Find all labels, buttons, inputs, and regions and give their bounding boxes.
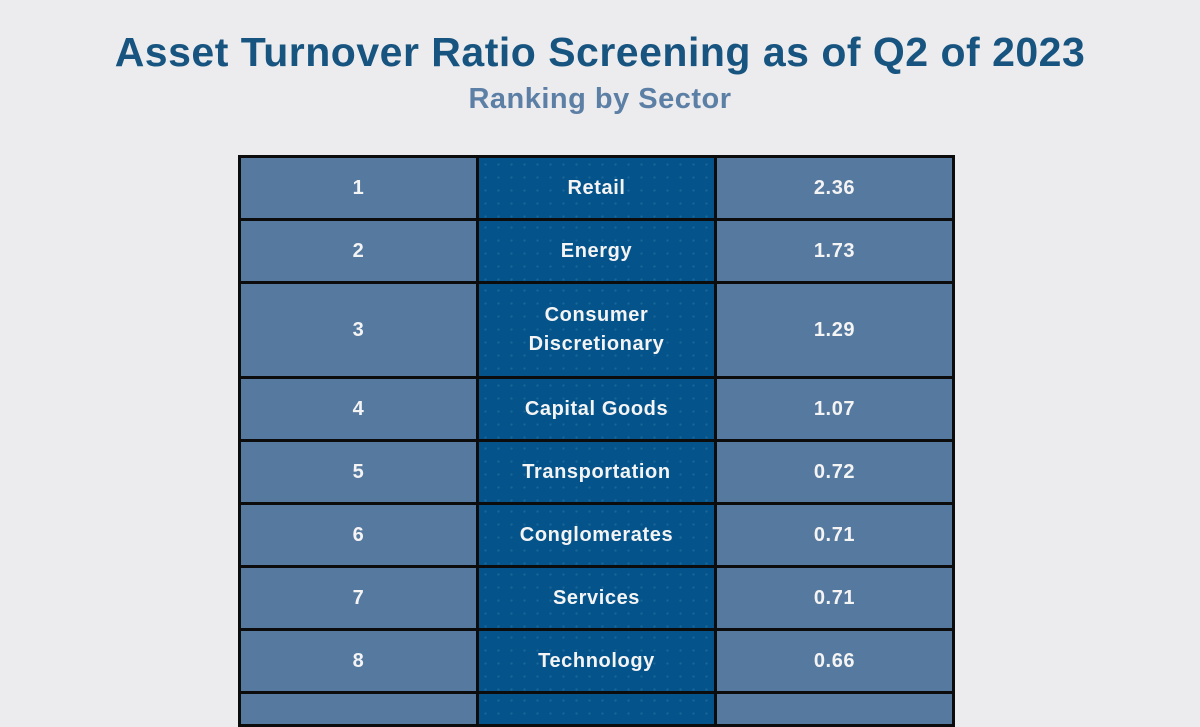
table-row-partial bbox=[241, 694, 952, 724]
sector-cell: Energy bbox=[479, 221, 714, 281]
rank-cell: 1 bbox=[241, 158, 476, 218]
table-row: 3 Consumer Discretionary 1.29 bbox=[241, 284, 952, 376]
sector-cell: Conglomerates bbox=[479, 505, 714, 565]
ranking-table: 1 Retail 2.36 2 Energy 1.73 3 Consumer D… bbox=[238, 155, 955, 727]
value-cell: 1.29 bbox=[717, 284, 952, 376]
rank-cell: 3 bbox=[241, 284, 476, 376]
sector-cell: Consumer Discretionary bbox=[479, 284, 714, 376]
value-cell: 1.07 bbox=[717, 379, 952, 439]
table-row: 2 Energy 1.73 bbox=[241, 221, 952, 281]
value-cell bbox=[717, 694, 952, 724]
table-row: 5 Transportation 0.72 bbox=[241, 442, 952, 502]
table-row: 6 Conglomerates 0.71 bbox=[241, 505, 952, 565]
page-subtitle: Ranking by Sector bbox=[468, 83, 732, 116]
table-row: 4 Capital Goods 1.07 bbox=[241, 379, 952, 439]
table-row: 1 Retail 2.36 bbox=[241, 158, 952, 218]
rank-cell: 8 bbox=[241, 631, 476, 691]
sector-cell: Retail bbox=[479, 158, 714, 218]
value-cell: 0.72 bbox=[717, 442, 952, 502]
value-cell: 1.73 bbox=[717, 221, 952, 281]
rank-cell: 6 bbox=[241, 505, 476, 565]
page-title: Asset Turnover Ratio Screening as of Q2 … bbox=[114, 29, 1086, 75]
sector-cell: Technology bbox=[479, 631, 714, 691]
sector-cell bbox=[479, 694, 714, 724]
rank-cell: 4 bbox=[241, 379, 476, 439]
rank-cell: 2 bbox=[241, 221, 476, 281]
sector-cell: Capital Goods bbox=[479, 379, 714, 439]
page-header: Asset Turnover Ratio Screening as of Q2 … bbox=[0, 0, 1200, 116]
value-cell: 0.71 bbox=[717, 568, 952, 628]
rank-cell: 7 bbox=[241, 568, 476, 628]
table-row: 8 Technology 0.66 bbox=[241, 631, 952, 691]
rank-cell: 5 bbox=[241, 442, 476, 502]
value-cell: 0.66 bbox=[717, 631, 952, 691]
rank-cell bbox=[241, 694, 476, 724]
table-row: 7 Services 0.71 bbox=[241, 568, 952, 628]
sector-cell: Services bbox=[479, 568, 714, 628]
sector-cell: Transportation bbox=[479, 442, 714, 502]
value-cell: 2.36 bbox=[717, 158, 952, 218]
value-cell: 0.71 bbox=[717, 505, 952, 565]
